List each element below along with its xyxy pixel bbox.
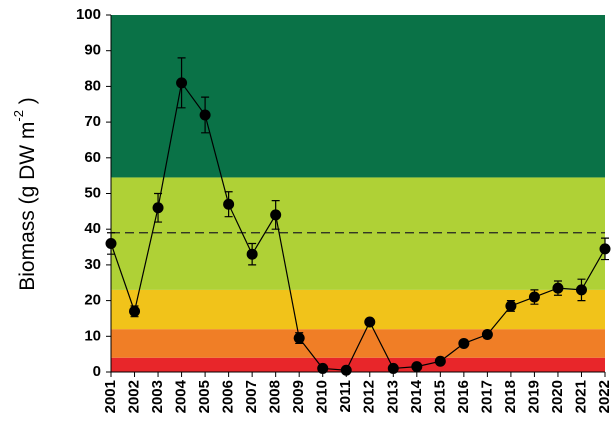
data-point: [317, 362, 329, 374]
data-point: [599, 243, 611, 255]
y-tick-label: 50: [84, 184, 101, 201]
x-tick-label: 2008: [267, 380, 284, 413]
y-title-superscript: -2: [11, 110, 26, 122]
y-tick-label: 100: [76, 6, 101, 23]
y-tick-label: 90: [84, 42, 101, 59]
zone-band: [111, 15, 605, 178]
data-point: [270, 209, 282, 221]
data-point: [552, 282, 564, 294]
x-tick-label: 2015: [431, 380, 448, 413]
x-tick-label: 2005: [196, 380, 213, 413]
x-tick-label: 2013: [384, 380, 401, 413]
data-point: [246, 248, 258, 260]
data-point: [434, 355, 446, 367]
zone-band: [111, 289, 605, 330]
y-tick-label: 40: [84, 220, 101, 237]
data-point: [364, 316, 376, 328]
x-tick-label: 2018: [502, 380, 519, 413]
x-tick-label: 2019: [525, 380, 542, 413]
data-point: [199, 109, 211, 121]
data-point: [505, 300, 517, 312]
x-tick-label: 2014: [408, 379, 425, 413]
x-tick-label: 2004: [173, 379, 190, 413]
zone-band: [111, 357, 605, 372]
x-tick-label: 2003: [149, 380, 166, 413]
data-point: [129, 305, 141, 317]
x-tick-label: 2009: [290, 380, 307, 413]
data-point: [481, 329, 493, 341]
x-tick-label: 2020: [549, 380, 566, 413]
data-point: [387, 362, 399, 374]
y-tick-label: 0: [93, 363, 101, 380]
x-tick-label: 2006: [220, 380, 237, 413]
data-point: [152, 202, 164, 214]
data-point: [105, 237, 117, 249]
x-tick-label: 2010: [314, 380, 331, 413]
x-tick-label: 2022: [596, 380, 613, 413]
x-tick-label: 2007: [243, 380, 260, 413]
x-tick-label: 2016: [455, 380, 472, 413]
y-tick-label: 80: [84, 77, 101, 94]
data-point: [575, 284, 587, 296]
data-point: [458, 337, 470, 349]
x-tick-label: 2021: [572, 380, 589, 413]
data-point: [411, 361, 423, 373]
zone-band: [111, 329, 605, 358]
series-line: [110, 81, 606, 371]
x-tick-label: 2017: [478, 380, 495, 413]
data-point: [340, 364, 352, 376]
data-point: [176, 77, 188, 89]
y-tick-label: 30: [84, 256, 101, 273]
y-tick-label: 70: [84, 113, 101, 130]
x-tick-label: 2001: [102, 380, 119, 413]
data-point: [293, 332, 305, 344]
data-point: [223, 198, 235, 210]
y-title-suffix: ): [16, 97, 39, 110]
y-tick-label: 60: [84, 149, 101, 166]
y-title-text: Biomass (g DW m: [16, 122, 39, 291]
y-tick-label: 10: [84, 327, 101, 344]
data-point: [528, 291, 540, 303]
zone-band: [111, 177, 605, 290]
x-tick-label: 2002: [125, 380, 142, 413]
y-tick-label: 20: [84, 292, 101, 309]
y-axis-title: Biomass (g DW m-2 ): [11, 97, 38, 291]
x-tick-label: 2011: [337, 380, 354, 413]
x-tick-label: 2012: [361, 380, 378, 413]
